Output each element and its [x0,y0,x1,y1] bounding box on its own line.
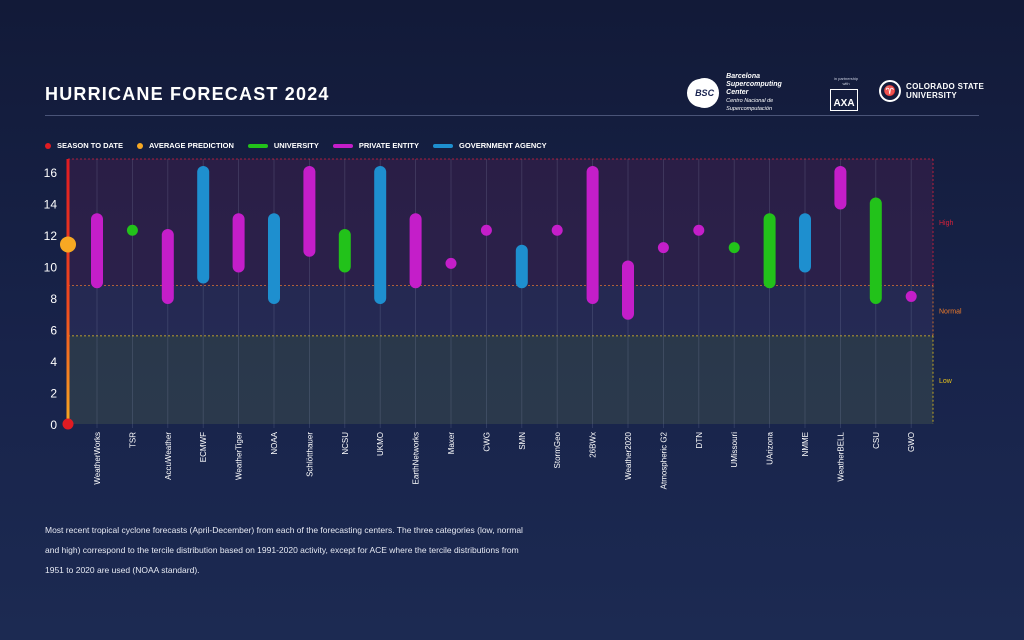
title-divider [45,115,979,116]
x-tick-label: ECMWF [199,432,208,462]
x-tick-label: WeatherTiger [235,432,244,480]
y-tick-label: 0 [50,418,57,432]
axa-tagline: in partnership with [833,76,859,86]
legend-label: PRIVATE ENTITY [358,141,420,150]
forecast-bar-noaa [268,213,280,304]
legend-item: AVERAGE PREDICTION [136,141,234,150]
forecast-point-atmospheric-g2 [657,242,669,254]
x-tick-label: CWG [482,432,491,452]
legend-swatch [433,143,454,148]
forecast-bar-ukmo [374,166,387,304]
chart-legend: SEASON TO DATE AVERAGE PREDICTION UNIVERSI… [45,141,561,150]
x-tick-label: AccuWeather [164,432,173,480]
x-tick-label: CSU [872,432,881,449]
legend-label: GOVERNMENT AGENCY [459,141,547,150]
forecast-point-umissouri [728,242,740,254]
page-title: HURRICANE FORECAST 2024 [45,84,330,104]
x-tick-label: NCSU [341,432,350,455]
forecast-bar-weatherworks [91,213,103,289]
legend-item: SEASON TO DATE [45,141,123,150]
x-tick-label: Weather2020 [624,431,633,479]
csu-logo-text: COLORADO STATE UNIVERSITY [906,82,985,100]
x-tick-label: TSR [128,432,137,448]
x-tick-label: GWO [907,432,916,452]
y-tick-label: 6 [50,324,57,338]
x-tick-label: 26BWx [589,432,598,458]
axa-logo: in partnership with AXA [830,76,862,111]
y-tick-label: 10 [44,261,58,275]
axa-wordmark: AXA [830,89,858,111]
x-tick-label: UKMO [376,432,385,456]
csu-logo: ♈ COLORADO STATE UNIVERSITY [879,80,984,102]
forecast-point-maxer [445,257,457,269]
tercile-band-normal [68,285,933,336]
forecast-bar-csu [869,197,882,304]
x-tick-label: WeatherWorks [93,432,102,485]
y-tick-label: 4 [50,355,57,369]
x-tick-label: UMissouri [730,432,739,468]
forecast-bar-ecmwf [197,166,210,284]
y-tick-label: 12 [44,229,58,243]
legend-item: UNIVERSITY [247,141,319,150]
tercile-label: Low [939,378,953,385]
x-tick-label: EarthNetworks [412,432,421,484]
x-tick-label: WeatherBELL [836,431,845,481]
bsc-logo: BSC Barcelona Supercomputing Center Cent… [690,73,818,112]
forecast-point-gwo [905,290,917,302]
x-tick-label: Maxer [447,432,456,455]
x-tick-label: StormGeo [553,431,562,468]
forecast-point-tsr [126,224,138,236]
chart-caption: Most recent tropical cyclone forecasts (… [45,525,523,575]
legend-label: UNIVERSITY [273,141,319,150]
forecast-bar-accuweather [161,229,174,304]
y-tick-label: 8 [50,292,57,306]
ram-icon: ♈ [879,80,901,102]
bsc-logo-text: Barcelona Supercomputing Center Centro N… [726,73,782,112]
y-tick-label: 2 [50,387,57,401]
average-prediction-marker [60,236,76,253]
legend-swatch [45,142,51,149]
forecast-bar-weather2020 [622,260,634,320]
forecast-bar-weathertiger [232,213,245,273]
forecast-bar-earthnetworks [409,213,422,289]
y-tick-label: 16 [44,166,58,180]
tercile-band-low [68,335,933,424]
legend-item: PRIVATE ENTITY [332,141,420,150]
legend-label: SEASON TO DATE [57,141,123,150]
x-tick-label: DTN [695,432,704,449]
bsc-emblem: BSC [690,78,720,108]
x-tick-label: NOAA [270,431,279,454]
forecast-point-dtn [693,224,705,236]
legend-label: AVERAGE PREDICTION [148,141,234,150]
forecast-bar-26bwx [586,166,599,304]
forecast-bar-uarizona [763,213,776,289]
tercile-label: Normal [939,309,962,316]
forecast-bar-ncsu [338,229,351,273]
forecast-point-cwg [480,224,492,236]
tercile-band-high [68,159,933,286]
legend-swatch [332,143,353,148]
x-tick-label: UArizona [766,431,775,464]
legend-swatch [247,143,268,148]
forecast-bar-nmme [799,213,811,273]
forecast-point-stormgeo [551,224,563,236]
tercile-label: High [939,220,954,227]
x-tick-label: SMN [518,432,527,450]
forecast-bar-weatherbell [834,166,847,210]
forecast-bar-smn [515,244,528,289]
y-tick-label: 14 [44,198,58,212]
season-to-date-marker [62,418,74,430]
x-tick-label: NMME [801,432,810,456]
forecast-bar-schlötthauer [303,166,316,257]
x-tick-label: Atmospheric G2 [659,431,668,489]
legend-item: GOVERNMENT AGENCY [433,141,547,150]
legend-swatch [136,142,143,149]
x-tick-label: Schlötthauer [305,432,314,477]
y-axis-line [66,159,70,424]
